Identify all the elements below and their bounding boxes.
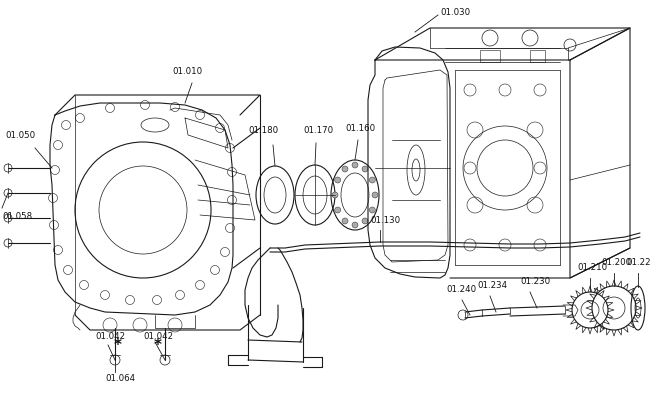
Text: 01.220: 01.220	[626, 258, 651, 267]
Circle shape	[369, 207, 376, 213]
Text: 01.042: 01.042	[143, 332, 173, 341]
Circle shape	[342, 166, 348, 172]
Text: 01.042: 01.042	[95, 332, 125, 341]
Bar	[480, 50, 500, 62]
Text: 01.050: 01.050	[5, 131, 35, 140]
Text: 01.234: 01.234	[477, 281, 507, 290]
Circle shape	[362, 218, 368, 224]
Text: *: *	[114, 338, 122, 353]
Text: 01.130: 01.130	[370, 216, 400, 225]
Circle shape	[335, 207, 340, 213]
Text: 01.180: 01.180	[248, 126, 278, 135]
Circle shape	[369, 177, 376, 183]
Text: 01.030: 01.030	[440, 8, 470, 17]
Circle shape	[362, 166, 368, 172]
Circle shape	[352, 222, 358, 228]
Text: 01.058: 01.058	[2, 212, 32, 221]
Circle shape	[372, 192, 378, 198]
Text: 01.200: 01.200	[601, 258, 631, 267]
Text: 01.160: 01.160	[345, 124, 375, 133]
Text: 01.240: 01.240	[446, 285, 476, 294]
Bar	[530, 50, 545, 62]
Text: 01.170: 01.170	[303, 126, 333, 135]
Circle shape	[332, 192, 338, 198]
Circle shape	[335, 177, 340, 183]
Text: 01.210: 01.210	[577, 263, 607, 272]
Text: *: *	[154, 338, 162, 353]
Text: 01.064: 01.064	[105, 374, 135, 383]
Text: 01.230: 01.230	[520, 277, 550, 286]
Text: 01.010: 01.010	[172, 67, 202, 76]
Circle shape	[342, 218, 348, 224]
Circle shape	[352, 162, 358, 168]
